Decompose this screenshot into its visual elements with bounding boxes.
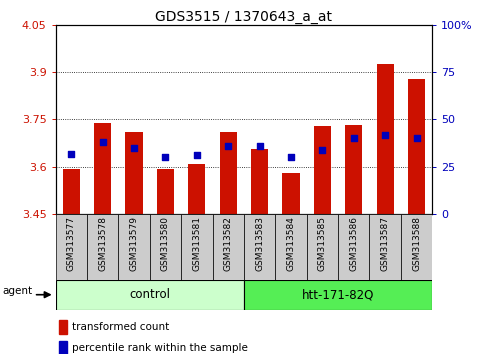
Bar	[181, 214, 213, 280]
Text: GSM313577: GSM313577	[67, 216, 76, 271]
Bar	[56, 214, 87, 280]
Bar	[126, 132, 142, 214]
Bar	[94, 122, 111, 214]
Point	[68, 151, 75, 156]
Text: htt-171-82Q: htt-171-82Q	[302, 288, 374, 301]
Bar	[87, 214, 118, 280]
Bar	[157, 169, 174, 214]
Text: transformed count: transformed count	[71, 322, 169, 332]
Text: GSM313585: GSM313585	[318, 216, 327, 271]
Text: GSM313588: GSM313588	[412, 216, 421, 271]
Bar	[213, 214, 244, 280]
Bar	[401, 214, 432, 280]
Text: GSM313581: GSM313581	[192, 216, 201, 271]
Text: GSM313586: GSM313586	[349, 216, 358, 271]
Bar	[150, 214, 181, 280]
Title: GDS3515 / 1370643_a_at: GDS3515 / 1370643_a_at	[156, 10, 332, 24]
Text: control: control	[129, 288, 170, 301]
Bar	[59, 320, 67, 334]
Bar	[408, 79, 425, 214]
Bar	[118, 214, 150, 280]
Text: agent: agent	[2, 286, 32, 296]
Text: GSM313583: GSM313583	[255, 216, 264, 271]
Bar	[369, 214, 401, 280]
Point	[99, 139, 107, 145]
Point	[412, 136, 420, 141]
Bar	[338, 214, 369, 280]
Point	[130, 145, 138, 151]
Bar	[345, 125, 362, 214]
Bar	[244, 280, 432, 310]
Text: GSM313584: GSM313584	[286, 216, 296, 271]
Point	[193, 153, 201, 158]
Bar	[220, 132, 237, 214]
Bar	[63, 169, 80, 214]
Point	[350, 136, 357, 141]
Text: GSM313580: GSM313580	[161, 216, 170, 271]
Bar	[275, 214, 307, 280]
Text: GSM313578: GSM313578	[98, 216, 107, 271]
Bar	[307, 214, 338, 280]
Bar	[377, 64, 394, 214]
Point	[161, 154, 170, 160]
Point	[256, 143, 264, 149]
Point	[319, 147, 327, 153]
Point	[224, 143, 232, 149]
Bar	[59, 341, 67, 354]
Bar	[56, 280, 244, 310]
Bar	[283, 173, 299, 214]
Bar	[244, 214, 275, 280]
Bar	[188, 164, 205, 214]
Bar	[251, 149, 268, 214]
Text: GSM313579: GSM313579	[129, 216, 139, 271]
Bar	[314, 126, 331, 214]
Text: GSM313587: GSM313587	[381, 216, 390, 271]
Point	[382, 132, 389, 137]
Point	[287, 154, 295, 160]
Text: percentile rank within the sample: percentile rank within the sample	[71, 343, 247, 353]
Text: GSM313582: GSM313582	[224, 216, 233, 271]
